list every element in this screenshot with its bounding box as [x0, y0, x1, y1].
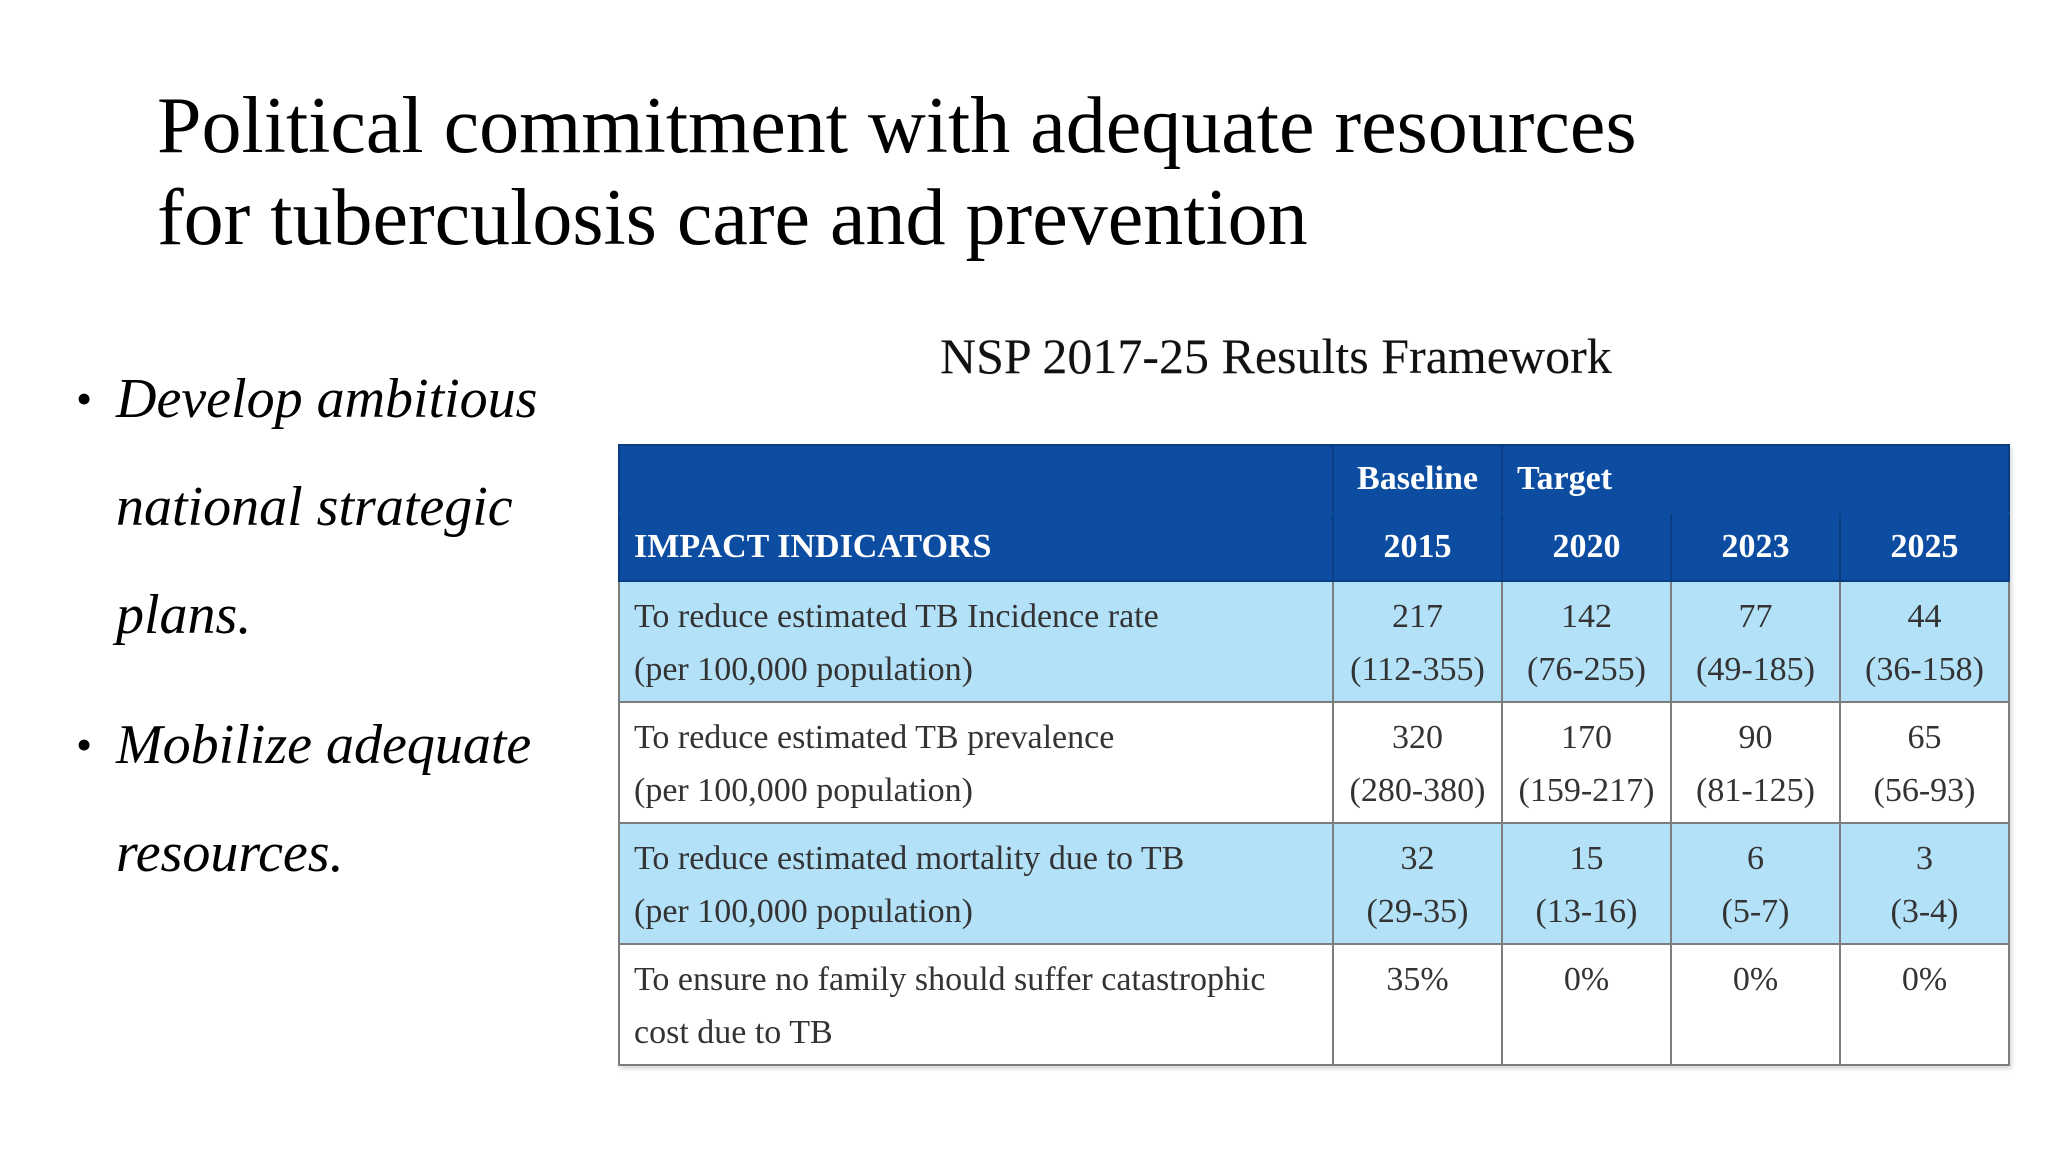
slide-title: Political commitment with adequate resou… [157, 80, 1957, 264]
cell-value: 0% [1563, 961, 1610, 998]
cell-range: (112-355) [1350, 651, 1485, 688]
cell-range: (76-255) [1527, 651, 1646, 688]
value-cell: 44 (36-158) [1838, 580, 2011, 703]
cell-value: 217 [1392, 598, 1443, 635]
bullet-text-line: plans. [116, 584, 252, 646]
bullet-list: • Develop ambitious national strategic p… [76, 345, 596, 929]
indicator-cell: To reduce estimated TB prevalence (per 1… [618, 701, 1334, 824]
cell-range: (5-7) [1721, 893, 1790, 930]
value-cell: 170 (159-217) [1501, 701, 1672, 824]
bullet-text-line: Develop ambitious [116, 368, 538, 430]
results-framework-table: Baseline Target IMPACT INDICATORS 2015 2… [618, 444, 2011, 1066]
bullet-text-line: national strategic [116, 476, 513, 538]
cell-value: 90 [1738, 719, 1773, 756]
header-year: 2020 [1501, 512, 1672, 582]
cell-value: 0% [1901, 961, 1948, 998]
cell-value: 65 [1907, 719, 1942, 756]
cell-range: (3-4) [1890, 893, 1959, 930]
value-cell: 142 (76-255) [1501, 580, 1672, 703]
header-year: 2023 [1670, 512, 1841, 582]
indicator-text: To reduce estimated mortality due to TB [634, 840, 1185, 877]
cell-range: (56-93) [1873, 772, 1976, 809]
cell-range: (49-185) [1696, 651, 1815, 688]
value-cell: 77 (49-185) [1670, 580, 1841, 703]
header-year: 2015 [1332, 512, 1503, 582]
bullet-marker: • [76, 719, 93, 770]
cell-value: 320 [1392, 719, 1443, 756]
table-caption: NSP 2017-25 Results Framework [940, 328, 1612, 384]
slide-title-line: Political commitment with adequate resou… [157, 82, 1637, 170]
value-cell: 90 (81-125) [1670, 701, 1841, 824]
cell-range: (29-35) [1366, 893, 1469, 930]
cell-range: (13-16) [1535, 893, 1638, 930]
table-header-row: IMPACT INDICATORS 2015 2020 2023 2025 [618, 512, 2011, 582]
header-target: Target [1500, 444, 2011, 514]
value-cell: 6 (5-7) [1670, 822, 1841, 945]
table-row: To reduce estimated mortality due to TB … [618, 822, 2011, 945]
bullet-text: Develop ambitious national strategic pla… [116, 345, 596, 669]
indicator-text: To reduce estimated TB Incidence rate [634, 598, 1159, 635]
value-cell: 217 (112-355) [1332, 580, 1503, 703]
cell-range: (81-125) [1696, 772, 1815, 809]
table-row: To reduce estimated TB Incidence rate (p… [618, 580, 2011, 703]
value-cell: 3 (3-4) [1838, 822, 2011, 945]
value-cell: 0% [1501, 943, 1672, 1066]
cell-value: 32 [1400, 840, 1435, 877]
value-cell: 65 (56-93) [1838, 701, 2011, 824]
bullet-text: Mobilize adequate resources. [116, 691, 596, 907]
cell-value: 170 [1561, 719, 1612, 756]
indicator-text: To ensure no family should suffer catast… [634, 961, 1266, 998]
bullet-marker: • [76, 373, 93, 424]
indicator-cell: To reduce estimated TB Incidence rate (p… [618, 580, 1334, 703]
cell-value: 142 [1561, 598, 1612, 635]
value-cell: 32 (29-35) [1332, 822, 1503, 945]
value-cell: 0% [1670, 943, 1841, 1066]
cell-value: 6 [1747, 840, 1764, 877]
value-cell: 15 (13-16) [1501, 822, 1672, 945]
indicator-text: (per 100,000 population) [634, 772, 973, 809]
cell-value: 0% [1732, 961, 1779, 998]
cell-value: 35% [1386, 961, 1449, 998]
value-cell: 320 (280-380) [1332, 701, 1503, 824]
value-cell: 35% [1332, 943, 1503, 1066]
value-cell: 0% [1838, 943, 2011, 1066]
indicator-text: cost due to TB [634, 1014, 833, 1051]
header-impact-indicators: IMPACT INDICATORS [618, 512, 1334, 582]
cell-value: 3 [1916, 840, 1933, 877]
cell-value: 77 [1738, 598, 1773, 635]
header-empty-cell [618, 444, 1334, 514]
table-header-row: Baseline Target [618, 444, 2011, 514]
cell-value: 15 [1569, 840, 1604, 877]
indicator-text: (per 100,000 population) [634, 893, 973, 930]
bullet-text-line: Mobilize adequate [116, 714, 532, 776]
indicator-cell: To reduce estimated mortality due to TB … [618, 822, 1334, 945]
cell-value: 44 [1907, 598, 1942, 635]
cell-range: (280-380) [1349, 772, 1486, 809]
bullet-item-develop-plans: • Develop ambitious national strategic p… [76, 345, 596, 669]
indicator-cell: To ensure no family should suffer catast… [618, 943, 1334, 1066]
slide-title-line: for tuberculosis care and prevention [157, 174, 1308, 262]
indicator-text: (per 100,000 population) [634, 651, 973, 688]
header-year: 2025 [1838, 512, 2011, 582]
table-row: To reduce estimated TB prevalence (per 1… [618, 701, 2011, 824]
table-row: To ensure no family should suffer catast… [618, 943, 2011, 1066]
header-baseline: Baseline [1332, 444, 1503, 514]
cell-range: (159-217) [1518, 772, 1655, 809]
bullet-item-mobilize-resources: • Mobilize adequate resources. [76, 691, 596, 907]
bullet-text-line: resources. [116, 822, 344, 884]
cell-range: (36-158) [1865, 651, 1984, 688]
indicator-text: To reduce estimated TB prevalence [634, 719, 1115, 756]
